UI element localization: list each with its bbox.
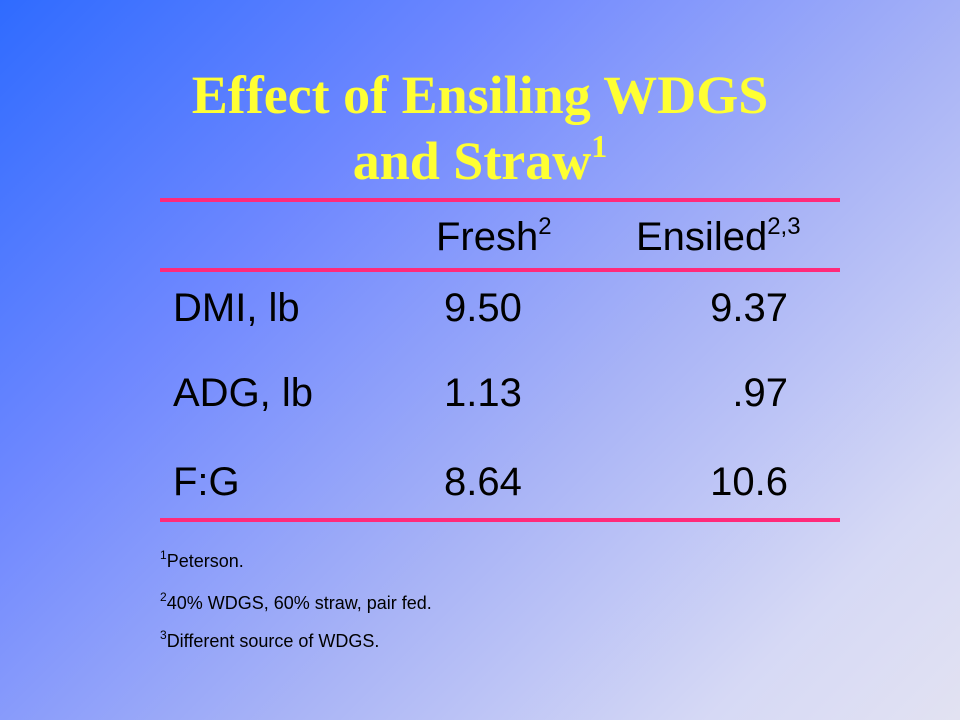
row-label-adg: ADG, lb [173, 371, 314, 415]
footnote-marker: 3 [160, 628, 167, 642]
footnote-text: 40% WDGS, 60% straw, pair fed. [166, 593, 432, 613]
column-header-ensiled: Ensiled2,3 [636, 212, 801, 262]
cell-adg-ensiled: .97 [732, 371, 788, 415]
header-footnote-marker: 2 [538, 213, 552, 240]
footnote-marker: 2 [160, 590, 167, 604]
header-footnote-marker: 2,3 [767, 213, 801, 240]
header-label: Ensiled [636, 215, 768, 259]
table-top-rule [160, 198, 840, 202]
column-header-fresh: Fresh2 [436, 212, 552, 262]
footnote-3: 3Different source of WDGS. [160, 628, 380, 652]
table-bottom-rule [160, 518, 840, 522]
footnote-marker: 1 [160, 548, 167, 562]
cell-fg-fresh: 8.64 [444, 460, 522, 504]
title-line-1: Effect of Ensiling WDGS [191, 65, 769, 125]
slide-title: Effect of Ensiling WDGS and Straw1 [0, 62, 960, 194]
cell-adg-fresh: 1.13 [444, 371, 522, 415]
footnote-text: Different source of WDGS. [166, 631, 380, 651]
footnote-2: 240% WDGS, 60% straw, pair fed. [160, 590, 432, 614]
header-label: Fresh [436, 215, 539, 259]
title-footnote-marker: 1 [591, 128, 608, 164]
cell-dmi-ensiled: 9.37 [710, 286, 788, 330]
cell-fg-ensiled: 10.6 [710, 460, 788, 504]
title-line-2: and Straw [352, 131, 592, 191]
row-label-fg: F:G [173, 460, 240, 504]
cell-dmi-fresh: 9.50 [444, 286, 522, 330]
table-header-rule [160, 268, 840, 272]
footnote-text: Peterson. [166, 551, 244, 571]
row-label-dmi: DMI, lb [173, 286, 300, 330]
footnote-1: 1Peterson. [160, 548, 244, 572]
